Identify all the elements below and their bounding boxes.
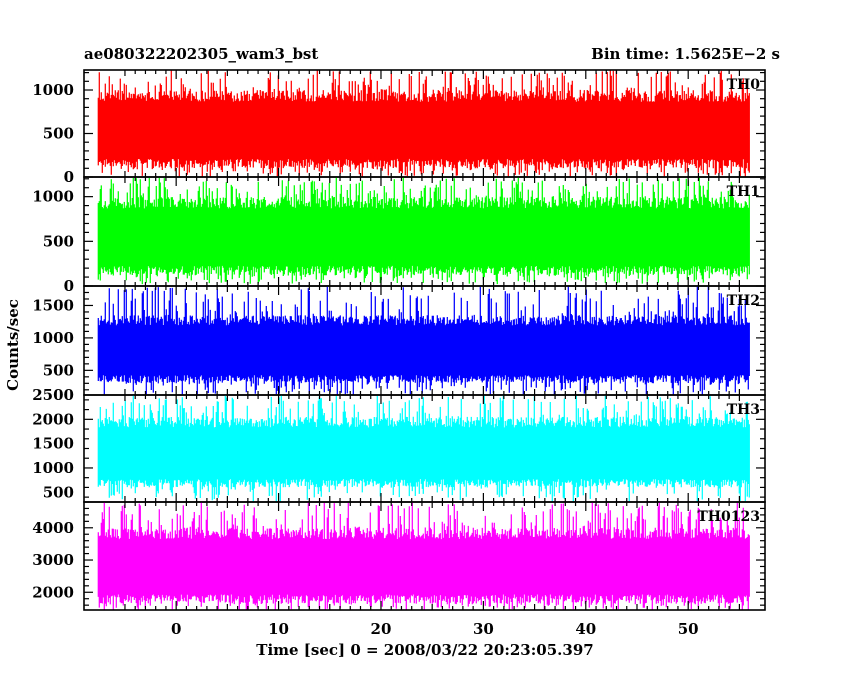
panel-label-th1: TH1 [727,184,760,200]
y-tick-label: 2000 [32,410,74,428]
y-tick-label: 500 [43,232,74,250]
y-tick-label: 4000 [32,519,74,537]
y-tick-label: 1000 [32,81,74,99]
y-tick-label: 500 [43,361,74,379]
bin-time-label: Bin time: 1.5625E−2 s [591,45,780,63]
x-tick-labels: 0 10 20 30 40 50 [171,620,699,638]
y-tick-label: 0 [64,277,74,295]
panel-th0123: 2000 3000 4000 TH0123 [32,501,766,611]
y-tick-label: 3000 [32,551,74,569]
x-tick-label: 40 [575,620,596,638]
series-th0123 [97,502,750,610]
x-tick-label: 30 [473,620,494,638]
panel-th1: 0 500 1000 TH1 [32,176,766,295]
y-tick-label: 2000 [32,583,74,601]
series-th3 [97,395,750,502]
panel-label-th0: TH0 [727,77,761,93]
x-tick-label: 0 [171,620,181,638]
y-tick-label: 2500 [32,386,74,404]
panel-th0: 0 500 1000 TH0 [32,69,766,186]
y-tick-label: 1000 [32,329,74,347]
series-th0 [97,70,750,177]
y-tick-label: 500 [43,125,74,143]
x-axis-label: Time [sec] 0 = 2008/03/22 20:23:05.397 [256,641,593,659]
y-axis-label: Counts/sec [4,299,22,391]
x-tick-label: 10 [268,620,289,638]
x-tick-label: 20 [371,620,392,638]
y-tick-label: 0 [64,168,74,186]
series-th2 [97,286,750,395]
y-tick-label: 1000 [32,459,74,477]
series-th1 [97,177,750,285]
y-tick-label: 1000 [32,188,74,206]
panel-frame [83,501,766,611]
panel-th2: 500 1000 1500 TH2 [32,285,766,396]
panel-label-th0123: TH0123 [697,509,760,525]
panel-th3: 500 1000 1500 2000 2500 TH3 [32,386,766,503]
x-tick-label: 50 [678,620,699,638]
y-tick-label: 500 [43,483,74,501]
y-tick-label: 1500 [32,296,74,314]
panel-label-th2: TH2 [727,293,760,309]
y-tick-label: 1500 [32,435,74,453]
panels-group: 0 500 1000 TH0 0 500 1000 TH1 500 1000 1500 TH2 500 1… [32,69,766,611]
chart-title: ae080322202305_wam3_bst [84,45,318,63]
panel-label-th3: TH3 [727,402,760,418]
